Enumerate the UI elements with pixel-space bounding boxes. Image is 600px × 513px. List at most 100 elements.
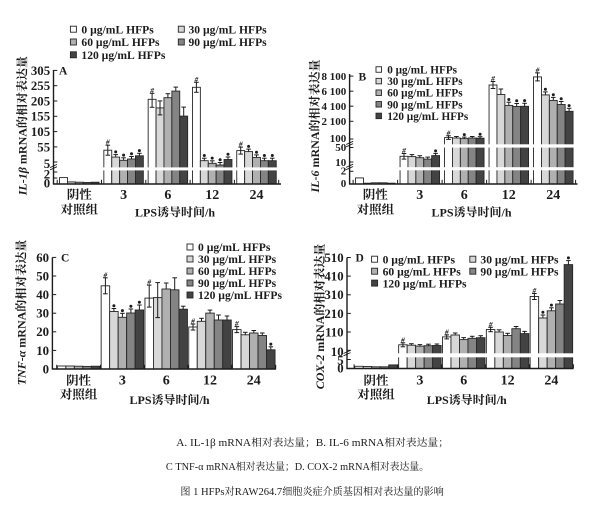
svg-text:305: 305	[31, 64, 50, 78]
svg-text:LPS: LPS	[130, 393, 152, 407]
svg-text:90 µg/mL HFPs: 90 µg/mL HFPs	[189, 36, 268, 49]
svg-text:255: 255	[31, 79, 50, 93]
svg-text:6 100: 6 100	[321, 86, 346, 98]
svg-text:2: 2	[341, 166, 347, 178]
svg-text:C: C	[61, 253, 69, 265]
svg-text:TNF-α: TNF-α	[14, 350, 28, 385]
svg-text:10: 10	[335, 157, 347, 169]
svg-text:LPS: LPS	[427, 393, 449, 407]
svg-text:310: 310	[324, 288, 343, 302]
svg-text:20: 20	[36, 325, 49, 339]
svg-text:IL-1β: IL-1β	[15, 166, 29, 196]
svg-text:#: #	[490, 74, 495, 83]
svg-text:0 µg/mL HFPs: 0 µg/mL HFPs	[198, 241, 271, 254]
svg-text:50: 50	[36, 269, 49, 283]
svg-text:60 µg/mL HFPs: 60 µg/mL HFPs	[383, 265, 462, 278]
svg-text:2: 2	[44, 168, 50, 182]
svg-text:40: 40	[36, 288, 49, 302]
svg-text:RAW264.7: RAW264.7	[235, 486, 283, 498]
svg-text:0: 0	[341, 178, 347, 190]
svg-text:B. IL-6 mRNA: B. IL-6 mRNA	[316, 437, 385, 449]
svg-text:#: #	[238, 140, 243, 149]
svg-text:6: 6	[461, 188, 468, 203]
svg-text:mRNA: mRNA	[313, 315, 327, 354]
svg-text:8 100: 8 100	[321, 71, 346, 83]
svg-text:IL-6: IL-6	[308, 171, 322, 194]
svg-text:5: 5	[337, 354, 343, 368]
svg-text:10: 10	[36, 344, 49, 358]
svg-text:/h: /h	[204, 205, 215, 219]
svg-text:120 µg/mL HFPs: 120 µg/mL HFPs	[81, 49, 165, 62]
svg-text:3: 3	[416, 374, 423, 389]
svg-text:#: #	[234, 319, 239, 328]
svg-text:0 µg/mL HFPs: 0 µg/mL HFPs	[383, 253, 456, 266]
svg-text:60 µg/mL HFPs: 60 µg/mL HFPs	[198, 265, 277, 278]
svg-text:4 100: 4 100	[321, 101, 346, 113]
svg-text:A. IL-1β mRNA: A. IL-1β mRNA	[176, 437, 251, 449]
svg-text:#: #	[400, 335, 405, 344]
svg-text:0: 0	[44, 176, 50, 190]
svg-text:6: 6	[460, 374, 467, 389]
svg-text:#: #	[535, 65, 540, 74]
svg-text:COX-2: COX-2	[313, 355, 327, 390]
svg-text:3: 3	[416, 188, 423, 203]
svg-text:2 100: 2 100	[321, 116, 346, 128]
svg-text:120 µg/mL HFPs: 120 µg/mL HFPs	[198, 289, 282, 302]
svg-text:90 µg/mL HFPs: 90 µg/mL HFPs	[480, 265, 559, 278]
svg-text:#: #	[401, 146, 406, 155]
svg-text:C TNF-α mRNA: C TNF-α mRNA	[166, 462, 236, 473]
svg-text:10: 10	[331, 345, 344, 359]
svg-text:#: #	[190, 317, 195, 326]
svg-text:/h: /h	[501, 205, 512, 219]
svg-text:D: D	[356, 253, 364, 265]
svg-text:3: 3	[120, 188, 127, 203]
svg-text:60 µg/mL HFPs: 60 µg/mL HFPs	[81, 36, 160, 49]
svg-text:0: 0	[337, 362, 343, 376]
svg-text:12: 12	[205, 188, 219, 203]
svg-text:#: #	[146, 278, 151, 287]
svg-text:mRNA: mRNA	[15, 128, 29, 167]
svg-text:50: 50	[335, 142, 347, 154]
svg-text:#: #	[103, 270, 108, 279]
svg-text:12: 12	[501, 374, 515, 389]
svg-text:24: 24	[546, 188, 560, 203]
svg-text:55: 55	[37, 140, 50, 154]
svg-text:#: #	[105, 138, 110, 147]
svg-text:60: 60	[36, 251, 49, 265]
svg-text:#: #	[446, 128, 451, 137]
svg-text:#: #	[194, 75, 199, 84]
svg-text:205: 205	[31, 94, 50, 108]
svg-text:1 HFPs: 1 HFPs	[190, 486, 224, 498]
svg-text:#: #	[488, 320, 493, 329]
svg-text:A: A	[59, 66, 68, 78]
svg-text:30 µg/mL HFPs: 30 µg/mL HFPs	[387, 76, 463, 88]
svg-text:0 µg/mL HFPs: 0 µg/mL HFPs	[387, 65, 457, 77]
svg-text:30 µg/mL HFPs: 30 µg/mL HFPs	[198, 253, 277, 266]
svg-text:120 µg/mL HFPs: 120 µg/mL HFPs	[387, 111, 469, 123]
svg-text:#: #	[149, 86, 154, 95]
svg-text:D. COX-2 mRNA: D. COX-2 mRNA	[295, 462, 370, 473]
svg-text:0: 0	[43, 362, 49, 376]
svg-text:24: 24	[250, 188, 264, 203]
svg-text:6: 6	[163, 374, 170, 389]
svg-text:210: 210	[324, 307, 343, 321]
svg-text:30 µg/mL HFPs: 30 µg/mL HFPs	[189, 23, 268, 36]
svg-text:#: #	[532, 286, 537, 295]
svg-text:30: 30	[36, 307, 49, 321]
svg-text:LPS: LPS	[135, 205, 157, 219]
svg-text:24: 24	[247, 374, 261, 389]
svg-text:410: 410	[324, 270, 343, 284]
svg-text:#: #	[444, 327, 449, 336]
svg-text:105: 105	[31, 125, 50, 139]
svg-text:B: B	[359, 72, 367, 84]
svg-text:155: 155	[31, 110, 50, 124]
svg-text:90 µg/mL HFPs: 90 µg/mL HFPs	[387, 99, 463, 111]
svg-text:/h: /h	[199, 393, 210, 407]
svg-text:12: 12	[502, 188, 516, 203]
svg-text:mRNA: mRNA	[14, 311, 28, 350]
svg-text:6: 6	[164, 188, 171, 203]
svg-text:0 µg/mL HFPs: 0 µg/mL HFPs	[81, 23, 154, 36]
svg-text:510: 510	[324, 251, 343, 265]
svg-text:5: 5	[44, 157, 50, 171]
svg-text:60 µg/mL HFPs: 60 µg/mL HFPs	[387, 88, 463, 100]
